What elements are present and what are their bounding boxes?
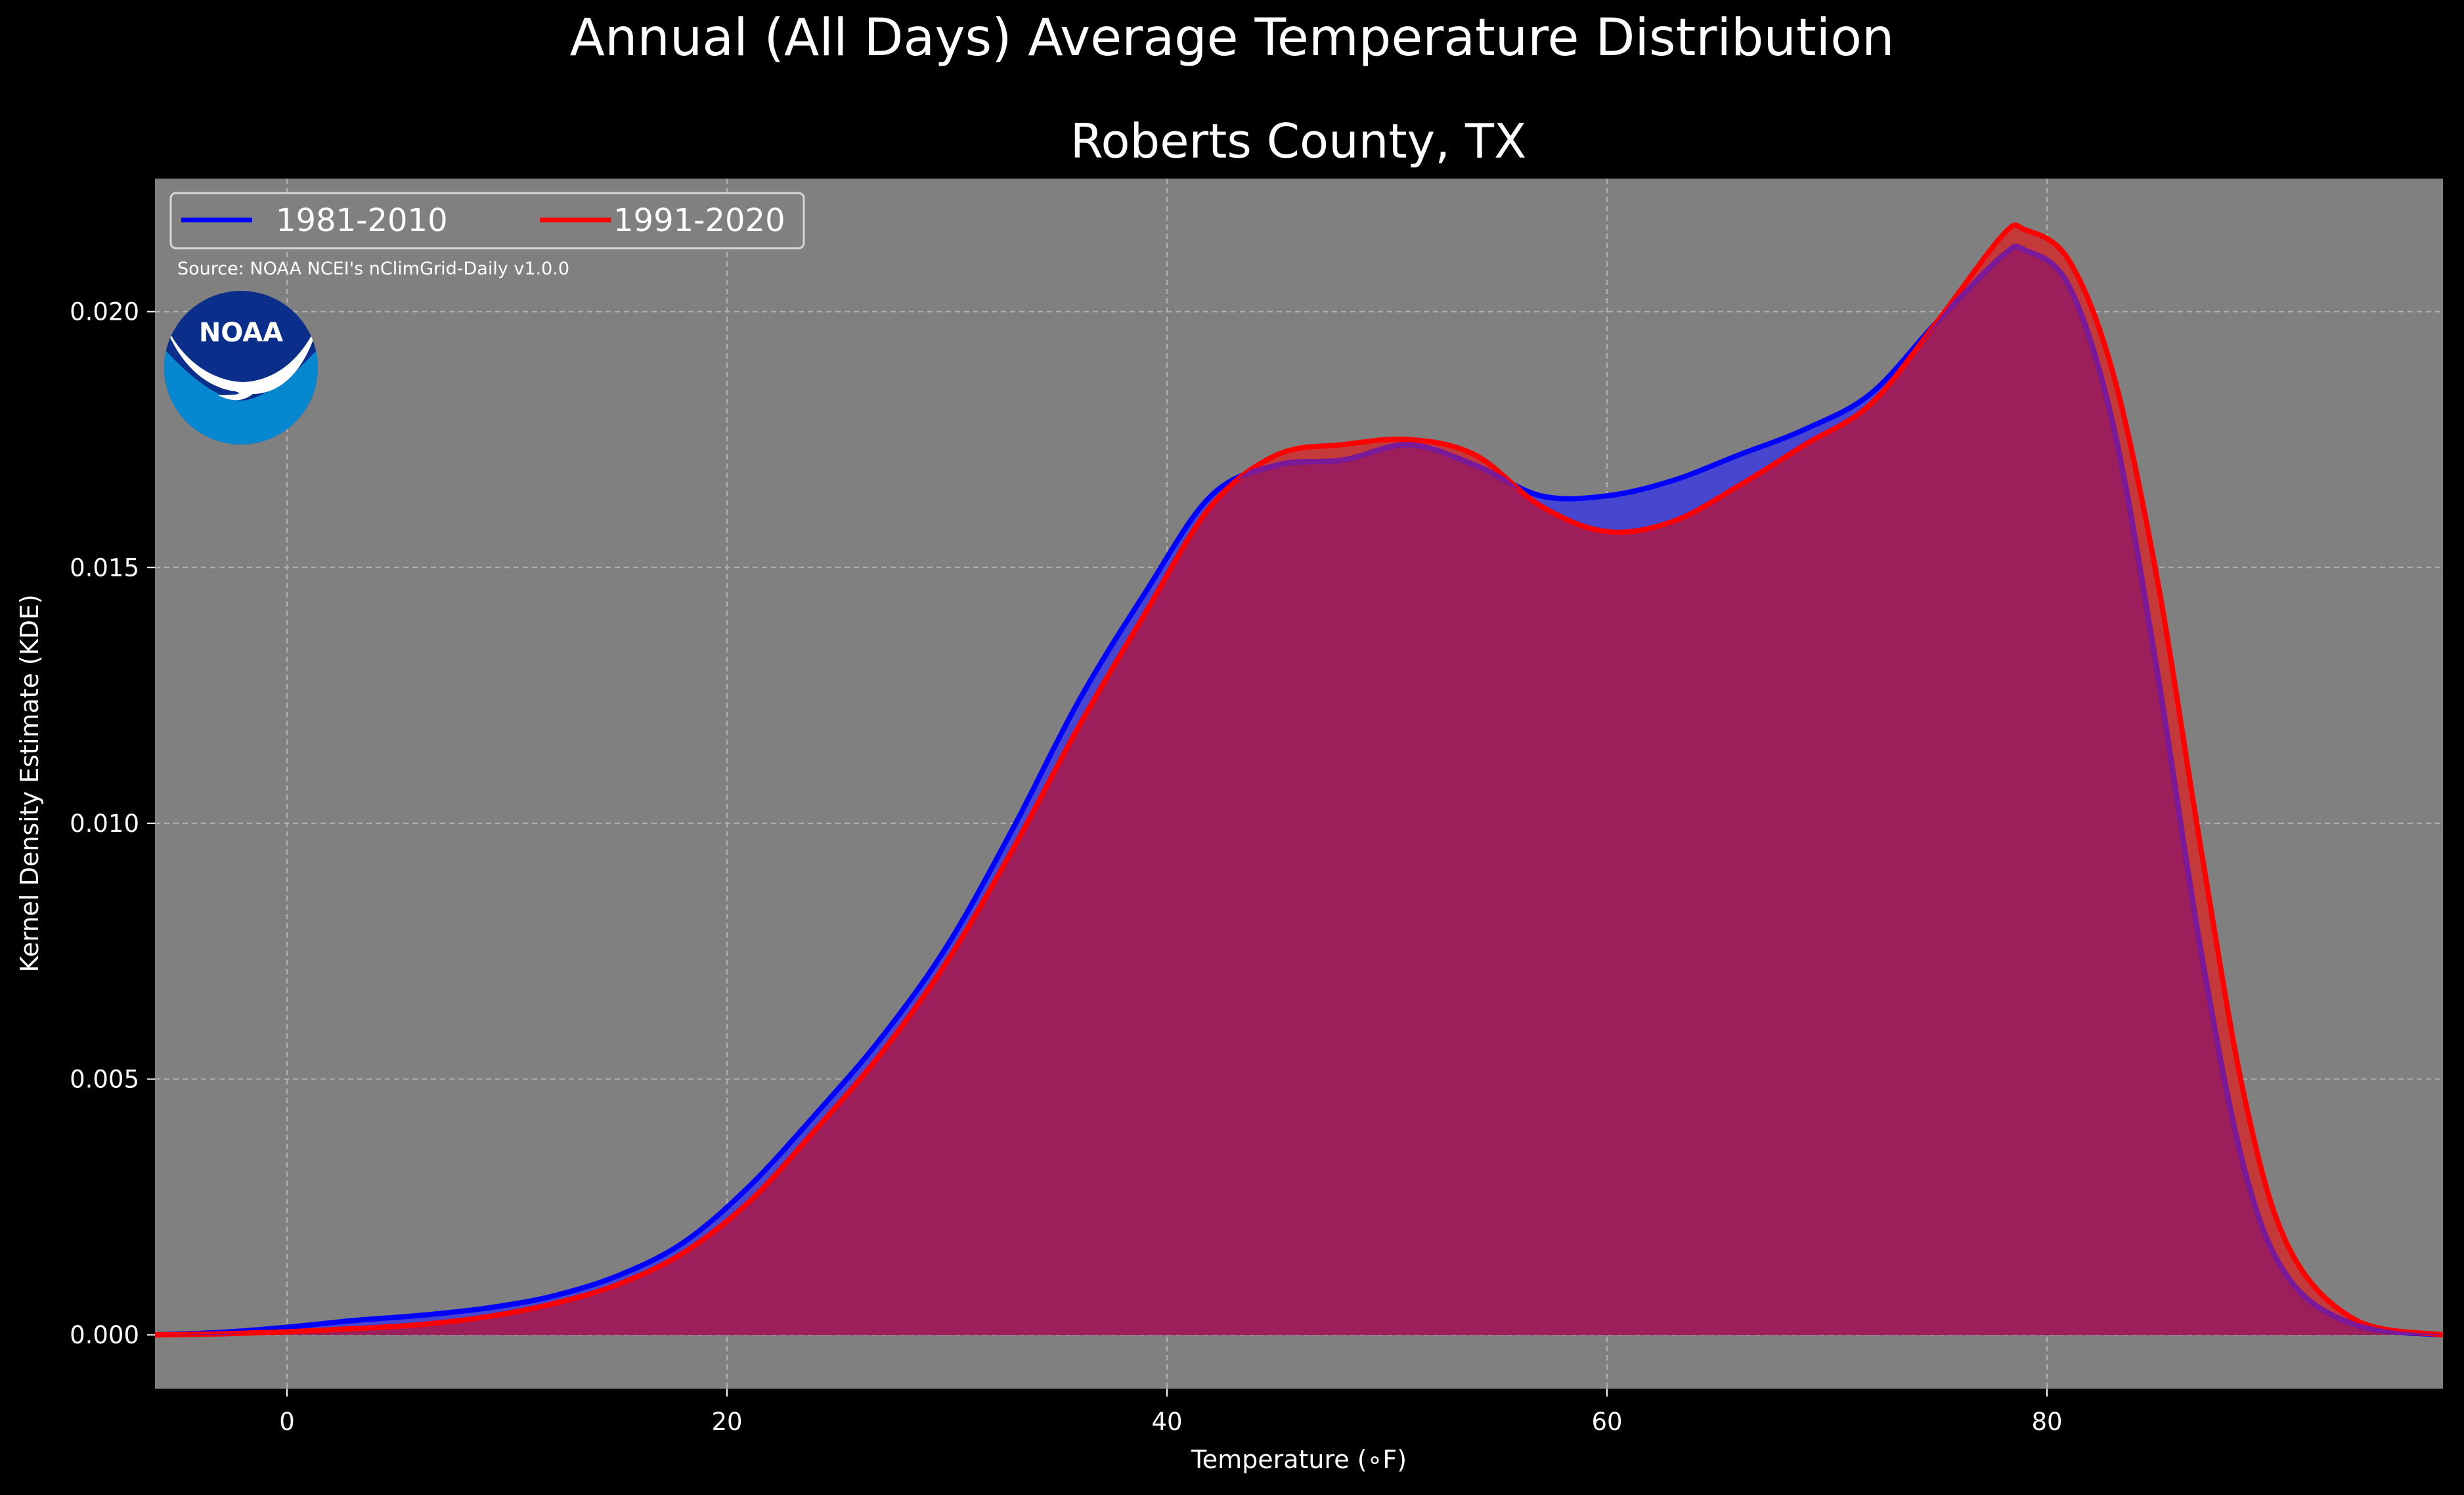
y-tick-label: 0.000 [70, 1321, 139, 1349]
y-tick-label: 0.015 [70, 553, 139, 582]
logo-text: NOAA [199, 318, 283, 348]
x-tick-label: 0 [279, 1408, 295, 1436]
x-tick-label: 60 [1591, 1408, 1622, 1436]
legend-label-1981-2010: 1981-2010 [276, 202, 448, 239]
series-lines [154, 222, 2444, 1338]
legend: 1981-2010 1991-2020 [169, 192, 805, 249]
x-tick-label: 40 [1151, 1408, 1182, 1436]
y-tick-label: 0.005 [70, 1066, 139, 1094]
chart-suptitle: Annual (All Days) Average Temperature Di… [570, 9, 1895, 68]
series-areas [155, 225, 2443, 1335]
area-overlap [155, 246, 2443, 1335]
y-tick-label: 0.010 [70, 810, 139, 838]
legend-label-1991-2020: 1991-2020 [613, 202, 785, 239]
y-axis-label: Kernel Density Estimate (KDE) [15, 594, 44, 972]
logo-lower-field [164, 341, 318, 444]
chart-title: Roberts County, TX [1070, 114, 1527, 169]
line-1991-2020 [154, 222, 2444, 1338]
axes: 0 20 40 60 80 0.000 0.005 0.010 0.015 0.020 [70, 298, 2062, 1436]
gull-icon [164, 315, 318, 401]
legend-frame [169, 192, 805, 249]
y-tick-label: 0.020 [70, 298, 139, 326]
source-note: Source: NOAA NCEI's nClimGrid-Daily v1.0… [177, 259, 569, 279]
x-tick-label: 80 [2031, 1408, 2062, 1436]
noaa-logo: NOAA [164, 291, 318, 444]
x-tick-label: 20 [711, 1408, 742, 1436]
x-axis-label: Temperature (∘F) [1191, 1445, 1407, 1474]
